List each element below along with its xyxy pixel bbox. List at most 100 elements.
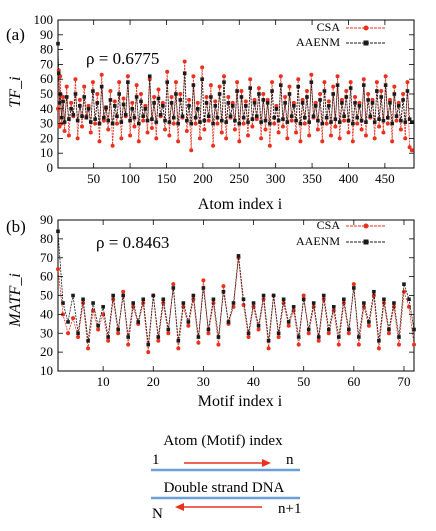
data-point-aaenm [377, 339, 381, 343]
data-point-csa [93, 121, 98, 126]
data-point-csa [243, 99, 248, 104]
data-point-csa [166, 331, 171, 336]
data-point-aaenm [126, 80, 130, 84]
diagram-bottom-left-label: N [152, 506, 163, 522]
data-point-csa [315, 127, 320, 132]
data-point-csa [316, 338, 321, 343]
data-point-aaenm [382, 297, 386, 302]
data-point-aaenm [235, 89, 239, 93]
data-point-aaenm [329, 120, 333, 124]
data-point-aaenm [146, 342, 151, 347]
data-point-csa [160, 100, 165, 105]
data-point-aaenm [185, 118, 189, 123]
data-point-aaenm [191, 83, 196, 87]
data-point-aaenm [355, 115, 360, 120]
x-tick-label: 30 [197, 374, 210, 389]
data-point-aaenm [302, 115, 307, 120]
data-point-aaenm [367, 320, 371, 324]
data-point-csa [409, 148, 414, 153]
data-point-csa [307, 133, 312, 138]
data-point-csa [324, 121, 329, 126]
data-point-csa [90, 80, 95, 85]
data-point-aaenm [289, 114, 294, 118]
data-point-aaenm [186, 320, 191, 324]
data-point-csa [71, 316, 76, 321]
data-point-aaenm [176, 339, 181, 343]
data-point-csa [366, 323, 371, 328]
data-point-aaenm [286, 320, 291, 324]
data-point-csa [86, 346, 91, 351]
data-point-csa [204, 94, 209, 99]
data-point-csa [276, 130, 281, 135]
data-point-aaenm [263, 118, 268, 123]
data-point-aaenm [57, 101, 62, 105]
data-point-csa [176, 346, 181, 351]
data-point-aaenm [228, 114, 233, 118]
data-point-csa [322, 80, 327, 85]
data-point-aaenm [106, 118, 111, 123]
data-point-csa [145, 130, 150, 135]
data-point-csa [154, 136, 159, 141]
data-point-aaenm [167, 120, 172, 124]
data-point-csa [336, 342, 341, 347]
data-point-aaenm [196, 335, 201, 339]
data-point-aaenm [154, 120, 159, 124]
data-point-csa [182, 59, 187, 64]
data-point-csa [219, 130, 224, 135]
data-point-csa [355, 121, 360, 126]
data-point-csa [276, 335, 281, 340]
data-point-aaenm [326, 327, 331, 332]
data-point-aaenm [239, 95, 244, 99]
diagram-top-right-label: n [286, 452, 294, 468]
data-point-csa [289, 118, 294, 123]
legend-a-csa-label: CSA [317, 20, 341, 34]
data-point-aaenm [163, 118, 167, 123]
data-point-aaenm [396, 104, 401, 108]
data-point-csa [263, 127, 268, 132]
data-point-csa [217, 84, 222, 89]
data-point-csa [259, 136, 264, 141]
data-point-aaenm [351, 121, 355, 126]
data-point-aaenm [176, 121, 180, 126]
y-tick-label: 100 [34, 12, 54, 27]
data-point-csa [246, 133, 251, 138]
data-point-aaenm [150, 117, 154, 121]
data-point-aaenm [261, 293, 266, 298]
data-point-csa [97, 139, 102, 144]
data-point-aaenm [66, 320, 70, 324]
data-point-csa [370, 97, 375, 102]
data-point-aaenm [274, 107, 279, 111]
data-point-aaenm [139, 99, 143, 104]
data-point-aaenm [82, 95, 87, 99]
x-tick-label: 10 [97, 374, 110, 389]
data-point-aaenm [407, 117, 412, 121]
data-point-aaenm [296, 84, 301, 89]
data-point-aaenm [390, 121, 394, 126]
data-point-aaenm [211, 297, 216, 302]
data-point-csa [121, 289, 126, 294]
x-tick-label: 60 [347, 374, 360, 389]
data-point-csa [344, 89, 349, 94]
data-point-csa [201, 278, 206, 283]
data-point-aaenm [335, 83, 340, 87]
data-point-csa [149, 126, 154, 131]
data-point-aaenm [126, 335, 130, 339]
data-point-aaenm [145, 118, 150, 123]
legend-swatch-marker-csa [363, 25, 369, 31]
data-point-csa [112, 99, 117, 104]
data-point-aaenm [252, 101, 257, 105]
data-point-csa [121, 96, 126, 101]
data-point-csa [80, 124, 85, 129]
x-tick-label: 20 [147, 374, 160, 389]
data-point-csa [291, 100, 296, 105]
data-point-aaenm [141, 114, 145, 118]
data-point-csa [189, 148, 194, 153]
data-point-aaenm [69, 107, 73, 111]
data-point-aaenm [379, 95, 384, 99]
data-point-aaenm [342, 114, 346, 118]
data-point-csa [346, 331, 351, 336]
data-point-csa [69, 100, 74, 105]
data-point-aaenm [134, 95, 139, 99]
data-point-aaenm [327, 104, 331, 108]
data-point-aaenm [123, 112, 128, 117]
